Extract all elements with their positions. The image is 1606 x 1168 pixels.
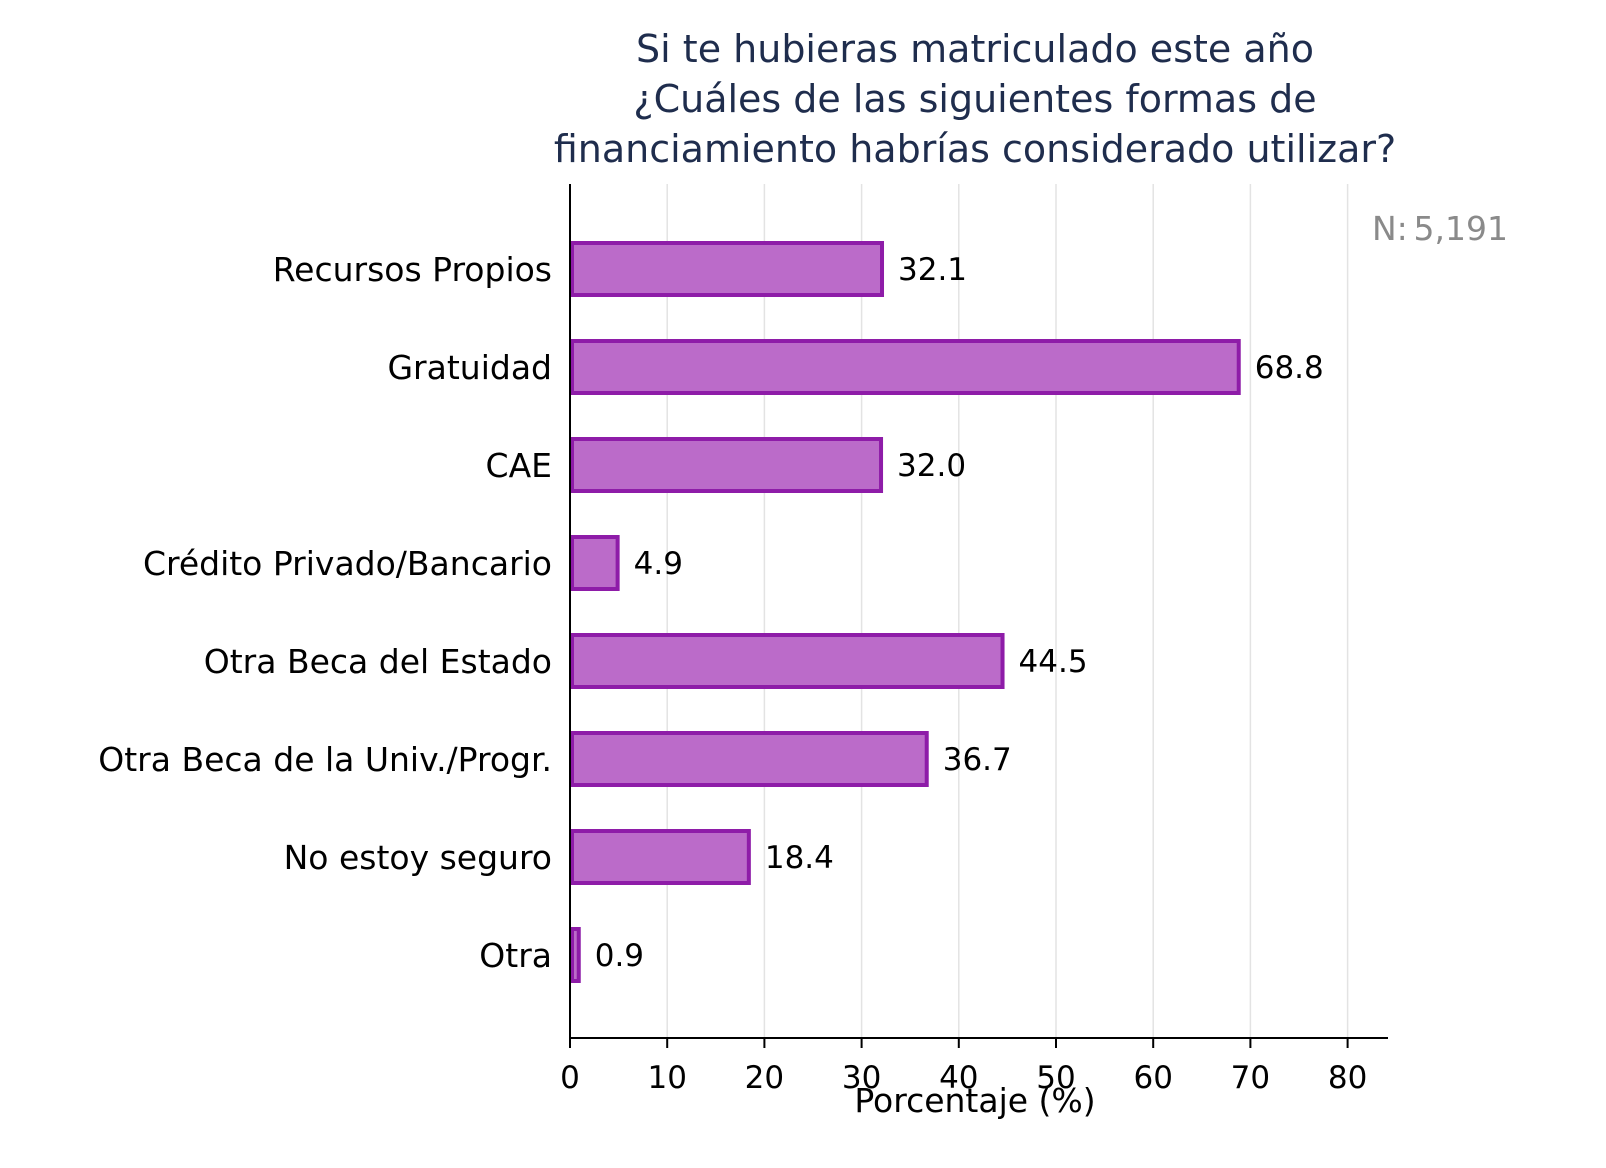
category-label-credito-privado-bancario: Crédito Privado/Bancario: [143, 544, 552, 583]
value-labels: 32.1 68.8 32.0 4.9 44.5 36.7 18.4 0.9: [595, 252, 1324, 974]
value-label-otra-beca-de-la-univ-progr: 36.7: [943, 742, 1012, 778]
axes: [569, 184, 1388, 1039]
x-ticks: 0 10 20 30 40 50 60 70 80: [560, 1038, 1367, 1096]
category-label-otra-beca-del-estado: Otra Beca del Estado: [204, 642, 552, 681]
category-labels: Recursos Propios Gratuidad CAE Crédito Priv…: [98, 250, 552, 975]
value-label-otra: 0.9: [595, 938, 644, 974]
bar-cae: [570, 437, 884, 493]
x-tick-label-30: 30: [842, 1060, 881, 1096]
x-tick-label-70: 70: [1231, 1060, 1270, 1096]
x-tick-label-40: 40: [939, 1060, 978, 1096]
bar-gratuidad: [570, 339, 1241, 395]
category-label-gratuidad: Gratuidad: [387, 348, 552, 387]
bar-otra: [570, 927, 581, 983]
chart-title-line-3: financiamiento habrías considerado utili…: [554, 127, 1396, 171]
x-tick-label-20: 20: [745, 1060, 784, 1096]
category-label-recursos-propios: Recursos Propios: [273, 250, 552, 289]
bars: [570, 241, 1241, 983]
x-tick-label-60: 60: [1133, 1060, 1172, 1096]
chart-title-line-1: Si te hubieras matriculado este año: [636, 27, 1314, 71]
sample-size-label: N:: [1372, 209, 1408, 248]
x-tick-label-80: 80: [1328, 1060, 1367, 1096]
category-label-otra-beca-de-la-univ-progr: Otra Beca de la Univ./Progr.: [98, 740, 552, 779]
sample-size-value: 5,191: [1414, 209, 1508, 248]
x-tick-label-50: 50: [1036, 1060, 1075, 1096]
bar-otra-beca-de-la-univ-progr: [570, 731, 929, 787]
value-label-no-estoy-seguro: 18.4: [765, 840, 834, 876]
value-label-recursos-propios: 32.1: [898, 252, 967, 288]
bar-otra-beca-del-estado: [570, 633, 1005, 689]
value-label-cae: 32.0: [897, 448, 966, 484]
category-label-no-estoy-seguro: No estoy seguro: [284, 838, 552, 877]
category-label-otra: Otra: [479, 936, 552, 975]
value-label-credito-privado-bancario: 4.9: [634, 546, 683, 582]
gridlines: [666, 184, 1349, 1038]
chart-title-line-2: ¿Cuáles de las siguientes formas de: [633, 77, 1316, 121]
value-label-otra-beca-del-estado: 44.5: [1019, 644, 1088, 680]
x-axis-title: Porcentaje (%): [854, 1081, 1095, 1120]
bar-recursos-propios: [570, 241, 885, 297]
sample-size-annotation: N: 5,191: [1372, 209, 1508, 248]
value-label-gratuidad: 68.8: [1255, 350, 1324, 386]
x-tick-label-0: 0: [560, 1060, 580, 1096]
chart-title: Si te hubieras matriculado este año ¿Cuá…: [554, 27, 1396, 171]
bar-credito-privado-bancario: [570, 535, 620, 591]
category-label-cae: CAE: [486, 446, 552, 485]
bar-no-estoy-seguro: [570, 829, 751, 885]
x-tick-label-10: 10: [647, 1060, 686, 1096]
